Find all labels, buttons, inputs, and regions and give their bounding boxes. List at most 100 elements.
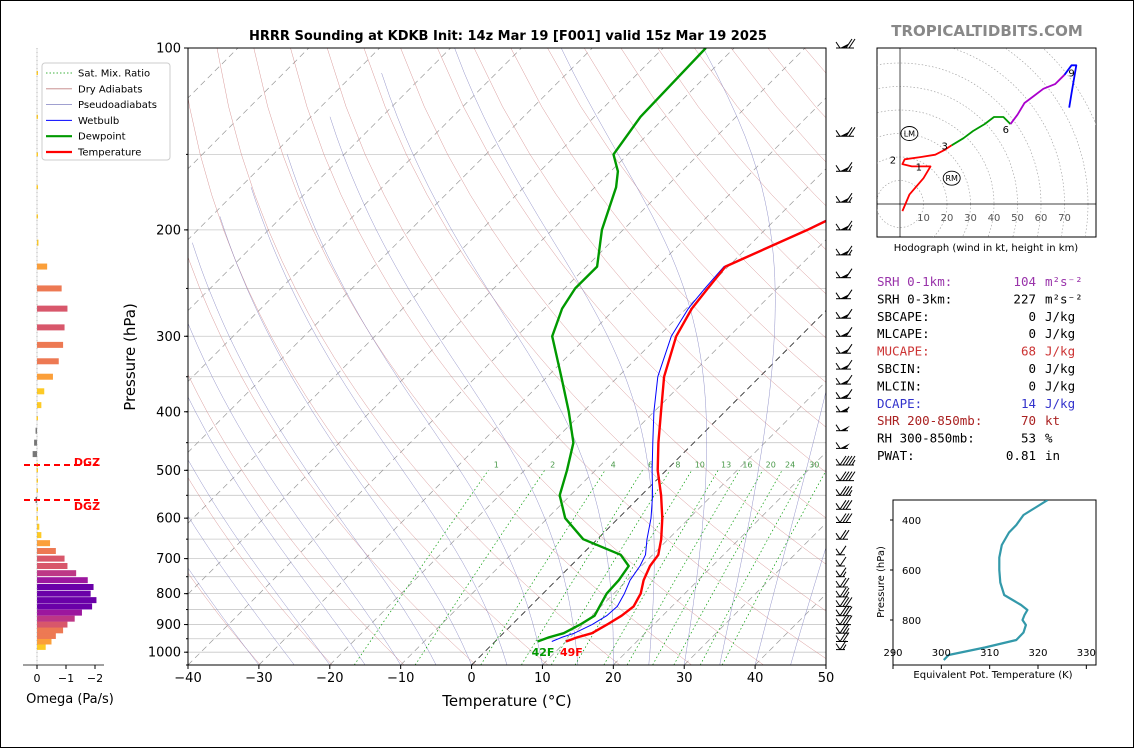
pseudoadiabat: [381, 72, 614, 665]
x-tick-label: 40: [747, 671, 764, 686]
pseudoadiabat: [188, 515, 295, 665]
y-tick-label: 500: [156, 464, 181, 479]
omega-axis-label: Omega (Pa/s): [26, 692, 114, 707]
wind-barb: [835, 220, 853, 231]
index-value: 0: [1028, 361, 1036, 376]
index-label: MLCAPE:: [877, 326, 930, 341]
omega-bar: [34, 439, 37, 446]
chart-title: HRRR Sounding at KDKB Init: 14z Mar 19 […: [249, 29, 767, 44]
legend-label: Pseudoadiabats: [78, 100, 157, 111]
dry-adiabat: [188, 374, 405, 665]
x-tick-label: 50: [818, 671, 835, 686]
mixing-ratio-line: [354, 470, 489, 665]
hodograph-panel: 10 20 30 40 50 60 70 1 2 3 6 9 LM RM: [876, 47, 1097, 238]
skewt-background-lines: 1 2 4 6 8 10 13 16 20 24 30 36: [188, 48, 826, 665]
index-unit: in: [1045, 448, 1060, 463]
index-label: PWAT:: [877, 448, 915, 463]
wind-barb: [835, 405, 850, 413]
mixing-ratio-line: [550, 470, 671, 665]
hodograph-ring-label: 40: [988, 213, 1001, 224]
skewt-frame: [187, 47, 827, 666]
hodograph-ring-label: 50: [1011, 213, 1024, 224]
index-value: 227: [1013, 291, 1036, 306]
storm-motion-label: LM: [904, 130, 915, 139]
y-tick-label: 200: [156, 223, 181, 238]
omega-bar: [37, 547, 56, 554]
mixing-ratio-label: 10: [695, 460, 705, 469]
wind-barb: [835, 500, 853, 510]
omega-bar: [36, 468, 38, 473]
pseudoadiabat: [329, 116, 579, 665]
sounding-indices: SRH 0-1km: 104 m²s⁻² SRH 0-3km: 227 m²s⁻² SBCA…: [877, 274, 1083, 463]
dry-adiabat: [326, 48, 826, 659]
mixing-ratio-label: 2: [550, 460, 555, 469]
omega-bar: [37, 590, 91, 597]
index-unit: J/kg: [1045, 361, 1075, 376]
dry-adiabat: [290, 48, 764, 665]
x-axis-label: Temperature (°C): [441, 692, 571, 710]
omega-bar: [37, 263, 48, 270]
pseudoadiabat: [703, 48, 776, 665]
dry-adiabat: [583, 48, 826, 339]
dry-adiabat: [188, 572, 261, 665]
mixing-ratio-line: [652, 470, 764, 665]
skewt-profiles: [537, 48, 826, 643]
theta-e-panel: 290 300 310 320 330 400 600 800: [883, 499, 1097, 669]
omega-bar: [37, 562, 68, 569]
omega-bar: [37, 584, 94, 591]
wind-barb: [835, 623, 850, 634]
wind-barb: [835, 606, 853, 617]
wind-barb: [835, 268, 853, 279]
wind-barb: [835, 640, 847, 651]
index-value: 14: [1021, 396, 1036, 411]
mixing-ratio-label: 24: [785, 460, 795, 469]
index-unit: J/kg: [1045, 326, 1075, 341]
storm-motion-marker: [942, 170, 961, 186]
omega-bar: [37, 603, 93, 610]
wind-barb: [835, 513, 853, 523]
index-unit: J/kg: [1045, 378, 1075, 393]
theta-e-plot: [943, 500, 1049, 661]
omega-bar: [37, 358, 59, 365]
wind-barb: [835, 343, 853, 354]
wind-barb: [835, 577, 850, 588]
wind-barb: [835, 567, 847, 578]
hodograph-height-label: 9: [1068, 68, 1074, 79]
mixing-ratio-label: 4: [611, 460, 616, 469]
omega-bar: [35, 427, 37, 434]
index-unit: m²s⁻²: [1045, 291, 1083, 306]
index-value: 70: [1021, 413, 1036, 428]
pseudoadiabat: [188, 322, 401, 665]
y-axis-label: Pressure (hPa): [121, 303, 139, 411]
dgz-label-top: DGZ: [74, 456, 100, 469]
index-label: SHR 200-850mb:: [877, 413, 982, 428]
surface-temp-label: 49F: [560, 646, 583, 659]
theta-e-x-tick-label: 300: [932, 648, 951, 659]
wind-barb: [835, 442, 850, 449]
omega-bar: [37, 239, 39, 246]
storm-motion-marker: [900, 126, 919, 141]
wind-barb: [835, 486, 853, 496]
pseudoadiabat: [286, 154, 543, 665]
y-tick-label: 300: [156, 330, 181, 345]
omega-bar: [36, 507, 38, 512]
omega-bar: [37, 523, 40, 530]
omega-bar: [37, 305, 68, 312]
omega-tick-label: −2: [87, 672, 103, 685]
y-tick-label: 900: [156, 618, 181, 633]
index-label: SBCAPE:: [877, 309, 930, 324]
index-label: SRH 0-1km:: [877, 274, 952, 289]
pseudoadiabat: [188, 459, 331, 665]
wind-barb: [835, 632, 850, 642]
index-label: MUCAPE:: [877, 344, 930, 359]
hodograph-ring-label: 60: [1035, 213, 1048, 224]
isotherm: [329, 168, 826, 665]
pseudoadiabat: [219, 216, 472, 665]
wind-barb: [835, 529, 850, 540]
omega-bar: [36, 516, 38, 521]
index-value: 0: [1028, 309, 1036, 324]
wind-barb: [835, 471, 856, 482]
omega-bar: [37, 402, 42, 409]
index-value: 68: [1021, 344, 1036, 359]
